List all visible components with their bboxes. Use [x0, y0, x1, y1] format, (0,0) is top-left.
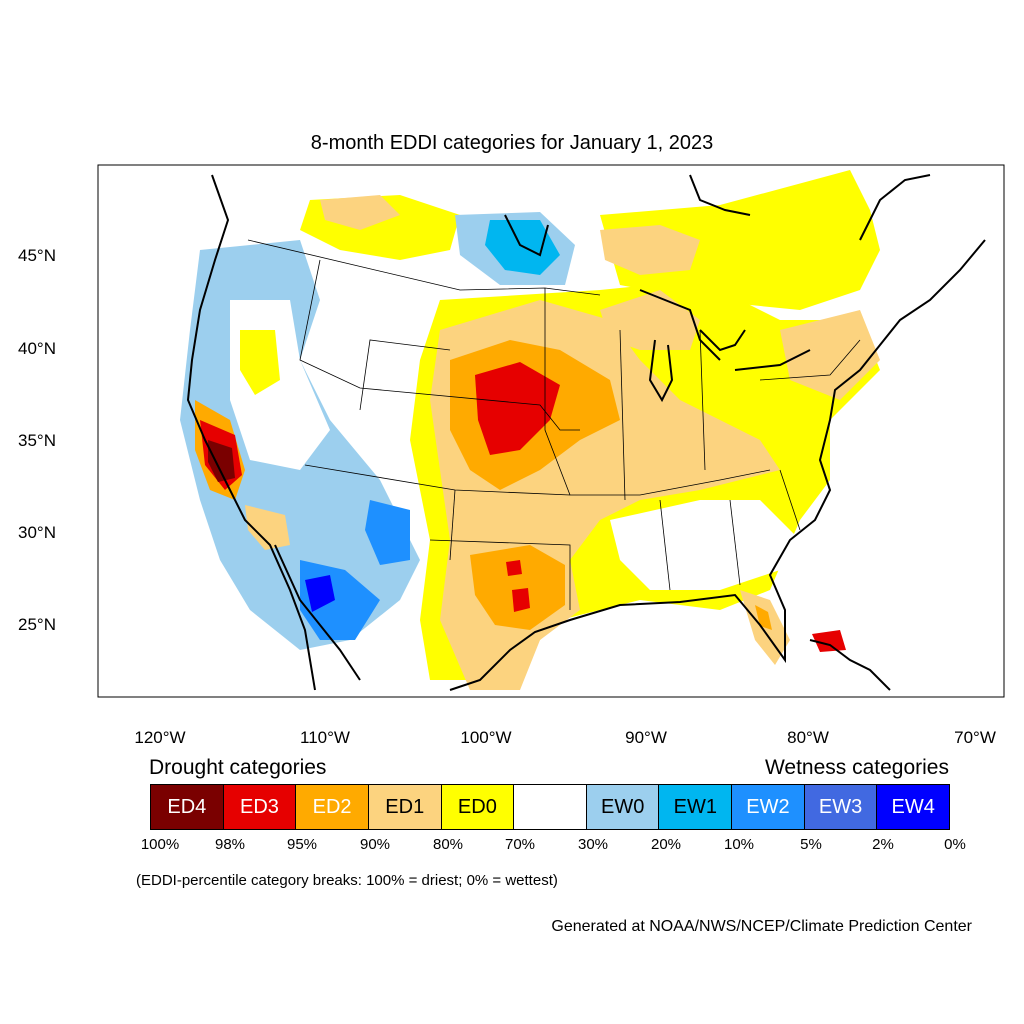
- credit-line: Generated at NOAA/NWS/NCEP/Climate Predi…: [551, 918, 972, 935]
- legend-cell-ew2: EW2: [732, 785, 805, 829]
- ed1-region-socal: [245, 505, 290, 550]
- legend-cell-ed1: ED1: [368, 785, 442, 829]
- legend-cell-ew4: EW4: [877, 785, 950, 829]
- ew1-region-northern-plains: [485, 220, 560, 275]
- category-break-note: (EDDI-percentile category breaks: 100% =…: [136, 872, 558, 889]
- break-label: 98%: [214, 836, 246, 853]
- ed3-region-bahamas: [812, 630, 846, 652]
- map-border: [97, 164, 1005, 698]
- ed2-region-texas: [470, 545, 565, 630]
- legend-cell-ed3: ED3: [223, 785, 297, 829]
- map-title: 8-month EDDI categories for January 1, 2…: [310, 132, 714, 154]
- break-label: 80%: [432, 836, 464, 853]
- break-label: 2%: [872, 836, 894, 853]
- lat-label-25: 25°N: [18, 615, 56, 634]
- ed0-region-canada: [600, 170, 880, 310]
- break-label: 30%: [577, 836, 609, 853]
- lon-label-90: 90°W: [625, 728, 667, 747]
- ed2-region-florida: [755, 605, 772, 630]
- lon-label-80: 80°W: [787, 728, 829, 747]
- ed1-region-southwest-canada: [320, 195, 400, 230]
- state-boundaries: [247, 239, 861, 610]
- ed3-region-texas-1: [506, 560, 522, 576]
- ew4-region-baja: [305, 575, 335, 612]
- ed3-region-texas-2: [512, 588, 530, 612]
- break-label: 20%: [650, 836, 682, 853]
- legend-cell-ed4: ED4: [151, 785, 224, 829]
- neutral-region-southeast: [610, 500, 800, 590]
- lat-label-30: 30°N: [18, 523, 56, 542]
- lon-label-120: 120°W: [134, 728, 186, 747]
- ed3-region-central-plains: [475, 362, 560, 455]
- break-label: 0%: [944, 836, 966, 853]
- break-label: 100%: [140, 836, 180, 853]
- ed0-region-great-basin: [240, 330, 280, 395]
- lat-label-35: 35°N: [18, 431, 56, 450]
- legend-cell-ed0: ED0: [441, 785, 515, 829]
- ed1-region-northeast: [780, 310, 880, 400]
- break-label: 5%: [800, 836, 822, 853]
- break-label: 95%: [286, 836, 318, 853]
- drought-categories-heading: Drought categories: [149, 756, 327, 779]
- lon-label-70: 70°W: [954, 728, 996, 747]
- wetness-categories-heading: Wetness categories: [764, 756, 949, 779]
- lon-label-110: 110°W: [300, 728, 350, 747]
- break-label: 70%: [504, 836, 536, 853]
- lat-label-40: 40°N: [18, 339, 56, 358]
- lat-label-45: 45°N: [18, 246, 56, 265]
- legend-cell-neutral: [514, 785, 587, 829]
- legend-cell-ew0: EW0: [586, 785, 660, 829]
- coastlines: [186, 174, 986, 691]
- break-label: 90%: [359, 836, 391, 853]
- lon-label-100: 100°W: [460, 728, 512, 747]
- ed4-region-california: [208, 440, 235, 482]
- ew2-region-arizona: [365, 500, 410, 565]
- legend-color-bar: ED4 ED3 ED2 ED1 ED0 EW0 EW1 EW2 EW3 EW4: [150, 784, 950, 830]
- legend-cell-ew3: EW3: [804, 785, 878, 829]
- legend-cell-ew1: EW1: [659, 785, 733, 829]
- break-label: 10%: [723, 836, 755, 853]
- ed1-region-canada: [600, 225, 700, 275]
- legend-cell-ed2: ED2: [296, 785, 369, 829]
